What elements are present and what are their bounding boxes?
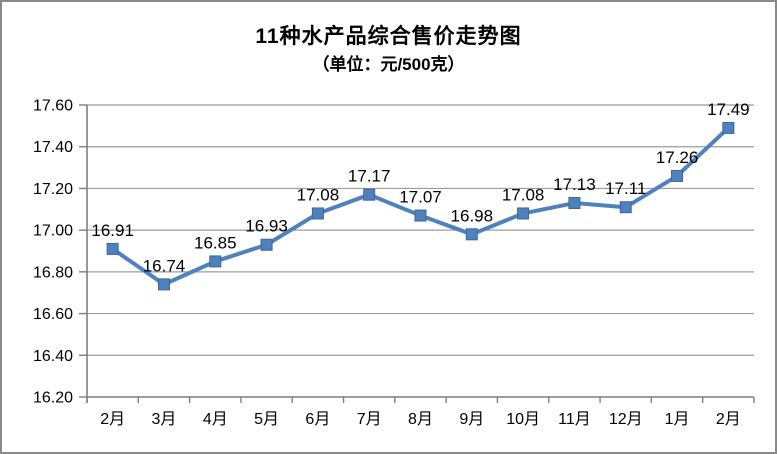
data-point-marker [414,209,427,222]
y-axis-tick-label: 17.40 [33,139,73,156]
data-point-marker [465,228,478,241]
x-axis-category-label: 11月 [558,411,591,428]
data-point-marker [568,197,581,210]
data-point-marker [260,238,273,251]
y-axis-tick-label: 16.40 [33,348,73,365]
data-point-label: 17.11 [605,179,646,198]
data-point-marker [157,278,170,291]
x-axis-category-label: 10月 [506,411,540,428]
data-point-marker [517,207,530,220]
data-point-label: 16.85 [194,233,237,252]
data-point-marker [311,207,324,220]
data-point-label: 17.17 [348,167,391,186]
x-axis-category-label: 12月 [609,411,643,428]
chart-subtitle: （单位：元/500克） [312,55,465,74]
data-point-label: 16.93 [245,217,288,236]
x-axis-category-label: 1月 [665,411,690,428]
x-axis-category-label: 5月 [254,411,279,428]
data-point-marker [619,201,632,214]
x-axis-category-label: 7月 [357,411,382,428]
data-point-label: 17.07 [399,188,442,207]
data-point-marker [209,255,222,268]
x-axis-category-label: 6月 [305,411,330,428]
y-axis-tick-label: 16.80 [33,264,73,281]
x-axis-category-label: 4月 [203,411,228,428]
data-point-label: 16.91 [91,221,134,240]
data-point-label: 17.13 [553,175,596,194]
data-point-marker [671,169,684,182]
chart-title: 11种水产品综合售价走势图 [255,25,522,48]
data-point-label: 17.26 [656,148,699,167]
x-axis-category-label: 8月 [408,411,433,428]
data-point-label: 16.74 [143,256,186,275]
y-axis-tick-label: 17.60 [33,98,73,115]
data-point-marker [106,242,119,255]
y-axis-tick-label: 17.00 [33,223,73,240]
y-axis-tick-label: 16.20 [33,390,73,407]
data-point-label: 17.08 [297,185,340,204]
data-point-marker [363,188,376,201]
data-point-label: 17.08 [502,185,545,204]
x-axis-category-label: 2月 [100,411,125,428]
data-point-label: 16.98 [451,206,494,225]
data-point-marker [722,121,735,134]
x-axis-category-label: 3月 [152,411,177,428]
y-axis-tick-label: 16.60 [33,306,73,323]
x-axis-category-label: 9月 [459,411,484,428]
x-axis-category-label: 2月 [716,411,741,428]
data-point-label: 17.49 [707,100,750,119]
y-axis-tick-label: 17.20 [33,181,73,198]
